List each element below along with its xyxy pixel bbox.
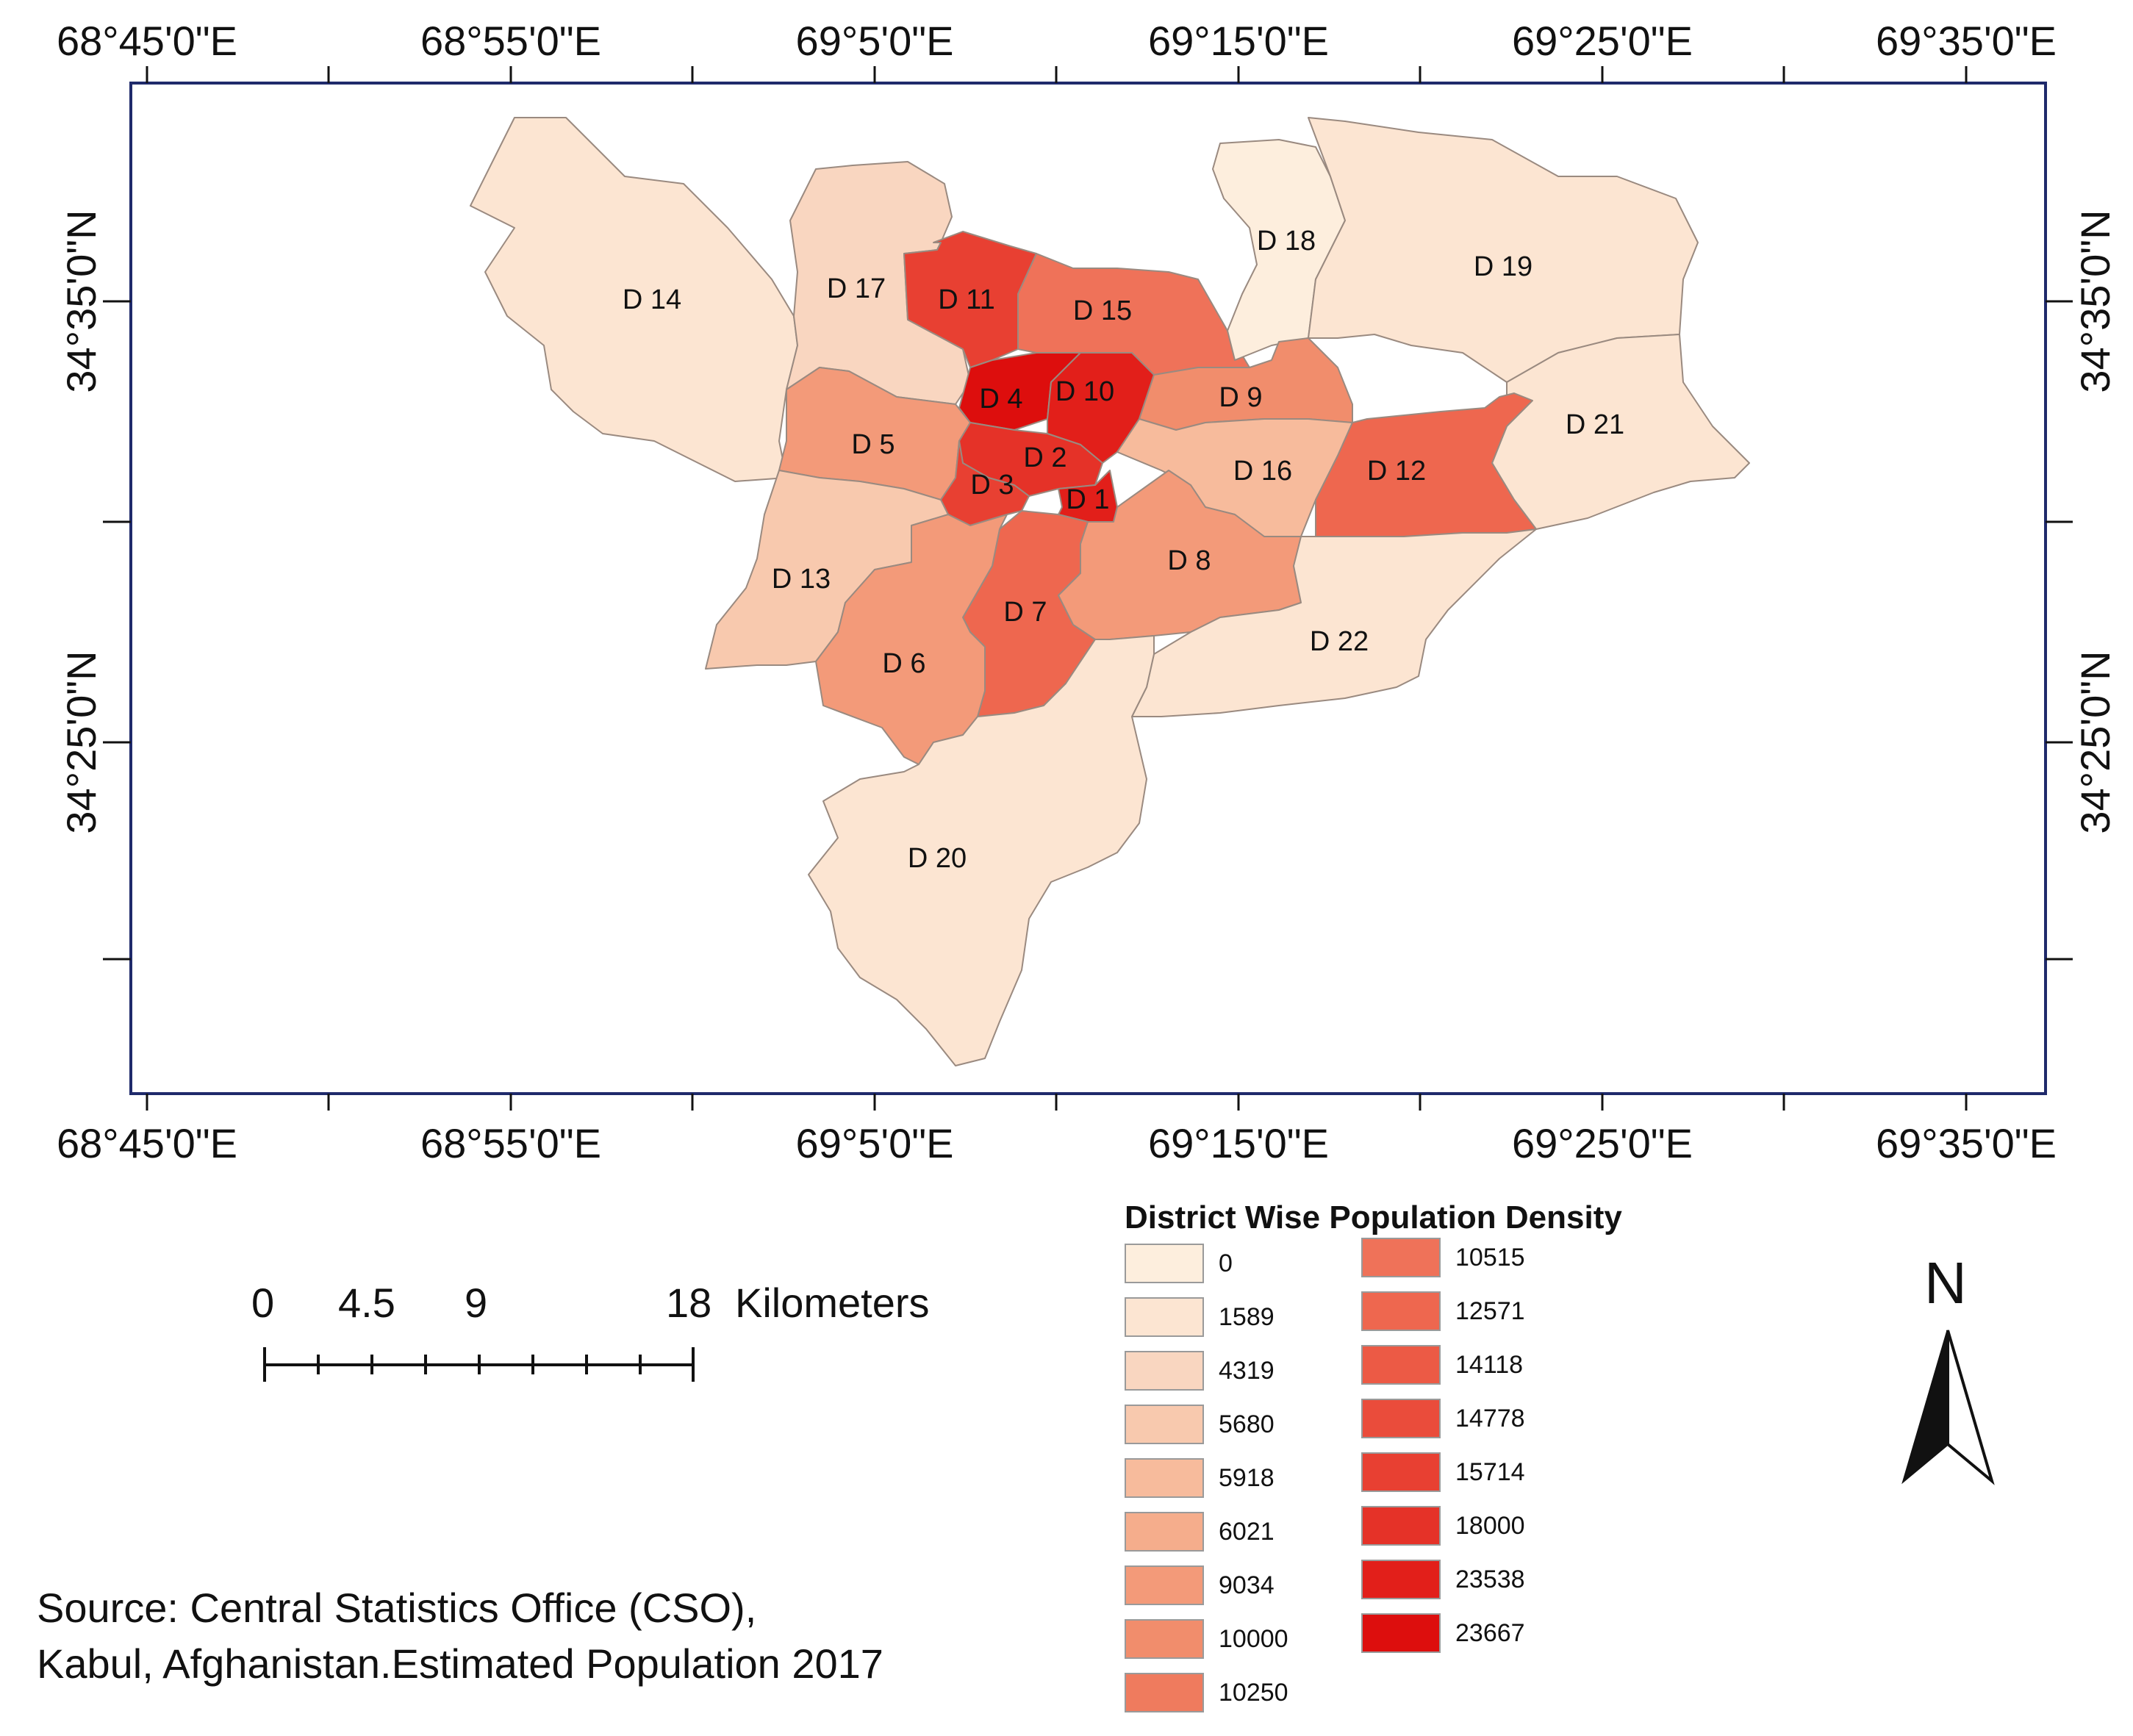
legend-value: 1589 — [1219, 1303, 1275, 1331]
legend-swatch — [1125, 1405, 1204, 1444]
north-label: N — [1924, 1250, 1967, 1316]
legend-swatch — [1125, 1458, 1204, 1498]
label-d4: D 4 — [979, 384, 1022, 415]
district-labels: D 14 D 17 D 11 D 15 D 18 D 19 D 21 D 4 D… — [623, 226, 1624, 874]
lon-label-bottom-5: 69°25'0"E — [1512, 1120, 1693, 1166]
lon-label-bottom-2: 68°55'0"E — [420, 1120, 601, 1166]
legend-swatch — [1125, 1351, 1204, 1391]
legend-value: 15714 — [1455, 1458, 1525, 1486]
legend-swatch — [1125, 1565, 1204, 1605]
legend-value: 10515 — [1455, 1244, 1525, 1271]
legend-swatch — [1361, 1506, 1441, 1546]
district-d14 — [470, 117, 798, 482]
legend-swatch — [1125, 1673, 1204, 1712]
label-d17: D 17 — [827, 273, 886, 304]
label-d21: D 21 — [1566, 409, 1624, 440]
label-d9: D 9 — [1219, 382, 1262, 413]
legend-swatch — [1361, 1399, 1441, 1438]
label-d2: D 2 — [1023, 442, 1066, 473]
legend-value: 10000 — [1219, 1625, 1288, 1653]
legend-value: 9034 — [1219, 1571, 1275, 1599]
legend-swatch — [1125, 1512, 1204, 1552]
lon-label-bottom-1: 68°45'0"E — [57, 1120, 237, 1166]
north-arrow-icon — [1901, 1330, 1995, 1485]
lon-label-bottom-6: 69°35'0"E — [1876, 1120, 2057, 1166]
legend-swatch — [1125, 1244, 1204, 1283]
legend-value: 6021 — [1219, 1518, 1275, 1546]
district-d20 — [808, 635, 1155, 1066]
legend-swatch — [1361, 1452, 1441, 1492]
label-d1: D 1 — [1066, 484, 1109, 515]
lon-label-top-2: 68°55'0"E — [420, 18, 601, 64]
label-d8: D 8 — [1167, 545, 1211, 576]
legend-swatch — [1125, 1619, 1204, 1659]
label-d5: D 5 — [851, 429, 895, 460]
legend-swatch — [1361, 1291, 1441, 1331]
label-d11: D 11 — [938, 284, 994, 315]
legend-value: 0 — [1219, 1249, 1233, 1277]
district-d3 — [940, 440, 1030, 526]
lat-label-right-2: 34°25'0"N — [2072, 650, 2118, 833]
lon-label-bottom-4: 69°15'0"E — [1148, 1120, 1329, 1166]
legend-value: 23667 — [1455, 1619, 1525, 1647]
legend-value: 5918 — [1219, 1464, 1275, 1492]
source-line-2: Kabul, Afghanistan.Estimated Population … — [37, 1640, 883, 1687]
legend-value: 10250 — [1219, 1679, 1288, 1707]
label-d3: D 3 — [970, 470, 1014, 501]
lat-label-left-2: 34°25'0"N — [58, 650, 104, 833]
source-line-1: Source: Central Statistics Office (CSO), — [37, 1585, 757, 1631]
legend-value: 5680 — [1219, 1410, 1275, 1438]
lon-label-bottom-3: 69°5'0"E — [796, 1120, 954, 1166]
scale-label-0: 0 — [251, 1280, 275, 1326]
lon-label-top-4: 69°15'0"E — [1148, 18, 1329, 64]
scale-unit: Kilometers — [735, 1280, 930, 1326]
legend-value: 14118 — [1455, 1351, 1524, 1379]
legend-value: 4319 — [1219, 1357, 1275, 1385]
lon-label-top-3: 69°5'0"E — [796, 18, 954, 64]
source-note: Source: Central Statistics Office (CSO),… — [37, 1580, 883, 1692]
lat-label-right-1: 34°35'0"N — [2072, 209, 2118, 392]
label-d7: D 7 — [1003, 597, 1047, 628]
label-d19: D 19 — [1474, 251, 1532, 282]
label-d20: D 20 — [908, 843, 967, 874]
legend-swatch — [1361, 1345, 1441, 1385]
label-d18: D 18 — [1257, 226, 1316, 257]
legend-value: 18000 — [1455, 1512, 1525, 1540]
legend-swatch — [1361, 1613, 1441, 1653]
label-d13: D 13 — [772, 564, 831, 595]
graticule-ticks — [103, 66, 2073, 1111]
scale-label-18: 18 — [666, 1280, 712, 1326]
lon-label-top-6: 69°35'0"E — [1876, 18, 2057, 64]
legend-title: District Wise Population Density — [1125, 1199, 1622, 1235]
label-d6: D 6 — [882, 648, 925, 679]
label-d14: D 14 — [623, 284, 681, 315]
lon-label-top-5: 69°25'0"E — [1512, 18, 1693, 64]
legend-swatch — [1125, 1297, 1204, 1337]
lat-label-left-1: 34°35'0"N — [58, 209, 104, 392]
legend-value: 12571 — [1455, 1297, 1525, 1325]
label-d15: D 15 — [1073, 295, 1132, 326]
scale-label-9: 9 — [465, 1280, 488, 1326]
lon-label-top-1: 68°45'0"E — [57, 18, 237, 64]
label-d12: D 12 — [1367, 456, 1426, 487]
label-d22: D 22 — [1310, 626, 1369, 657]
label-d16: D 16 — [1233, 456, 1292, 487]
legend-swatch — [1361, 1560, 1441, 1599]
scale-bar — [263, 1347, 695, 1382]
district-d22 — [1131, 528, 1537, 717]
scale-label-4-5: 4.5 — [338, 1280, 395, 1326]
label-d10: D 10 — [1055, 376, 1114, 407]
district-d12 — [1315, 392, 1537, 537]
legend-value: 14778 — [1455, 1405, 1525, 1432]
legend-swatch — [1361, 1238, 1441, 1277]
legend-value: 23538 — [1455, 1565, 1525, 1593]
